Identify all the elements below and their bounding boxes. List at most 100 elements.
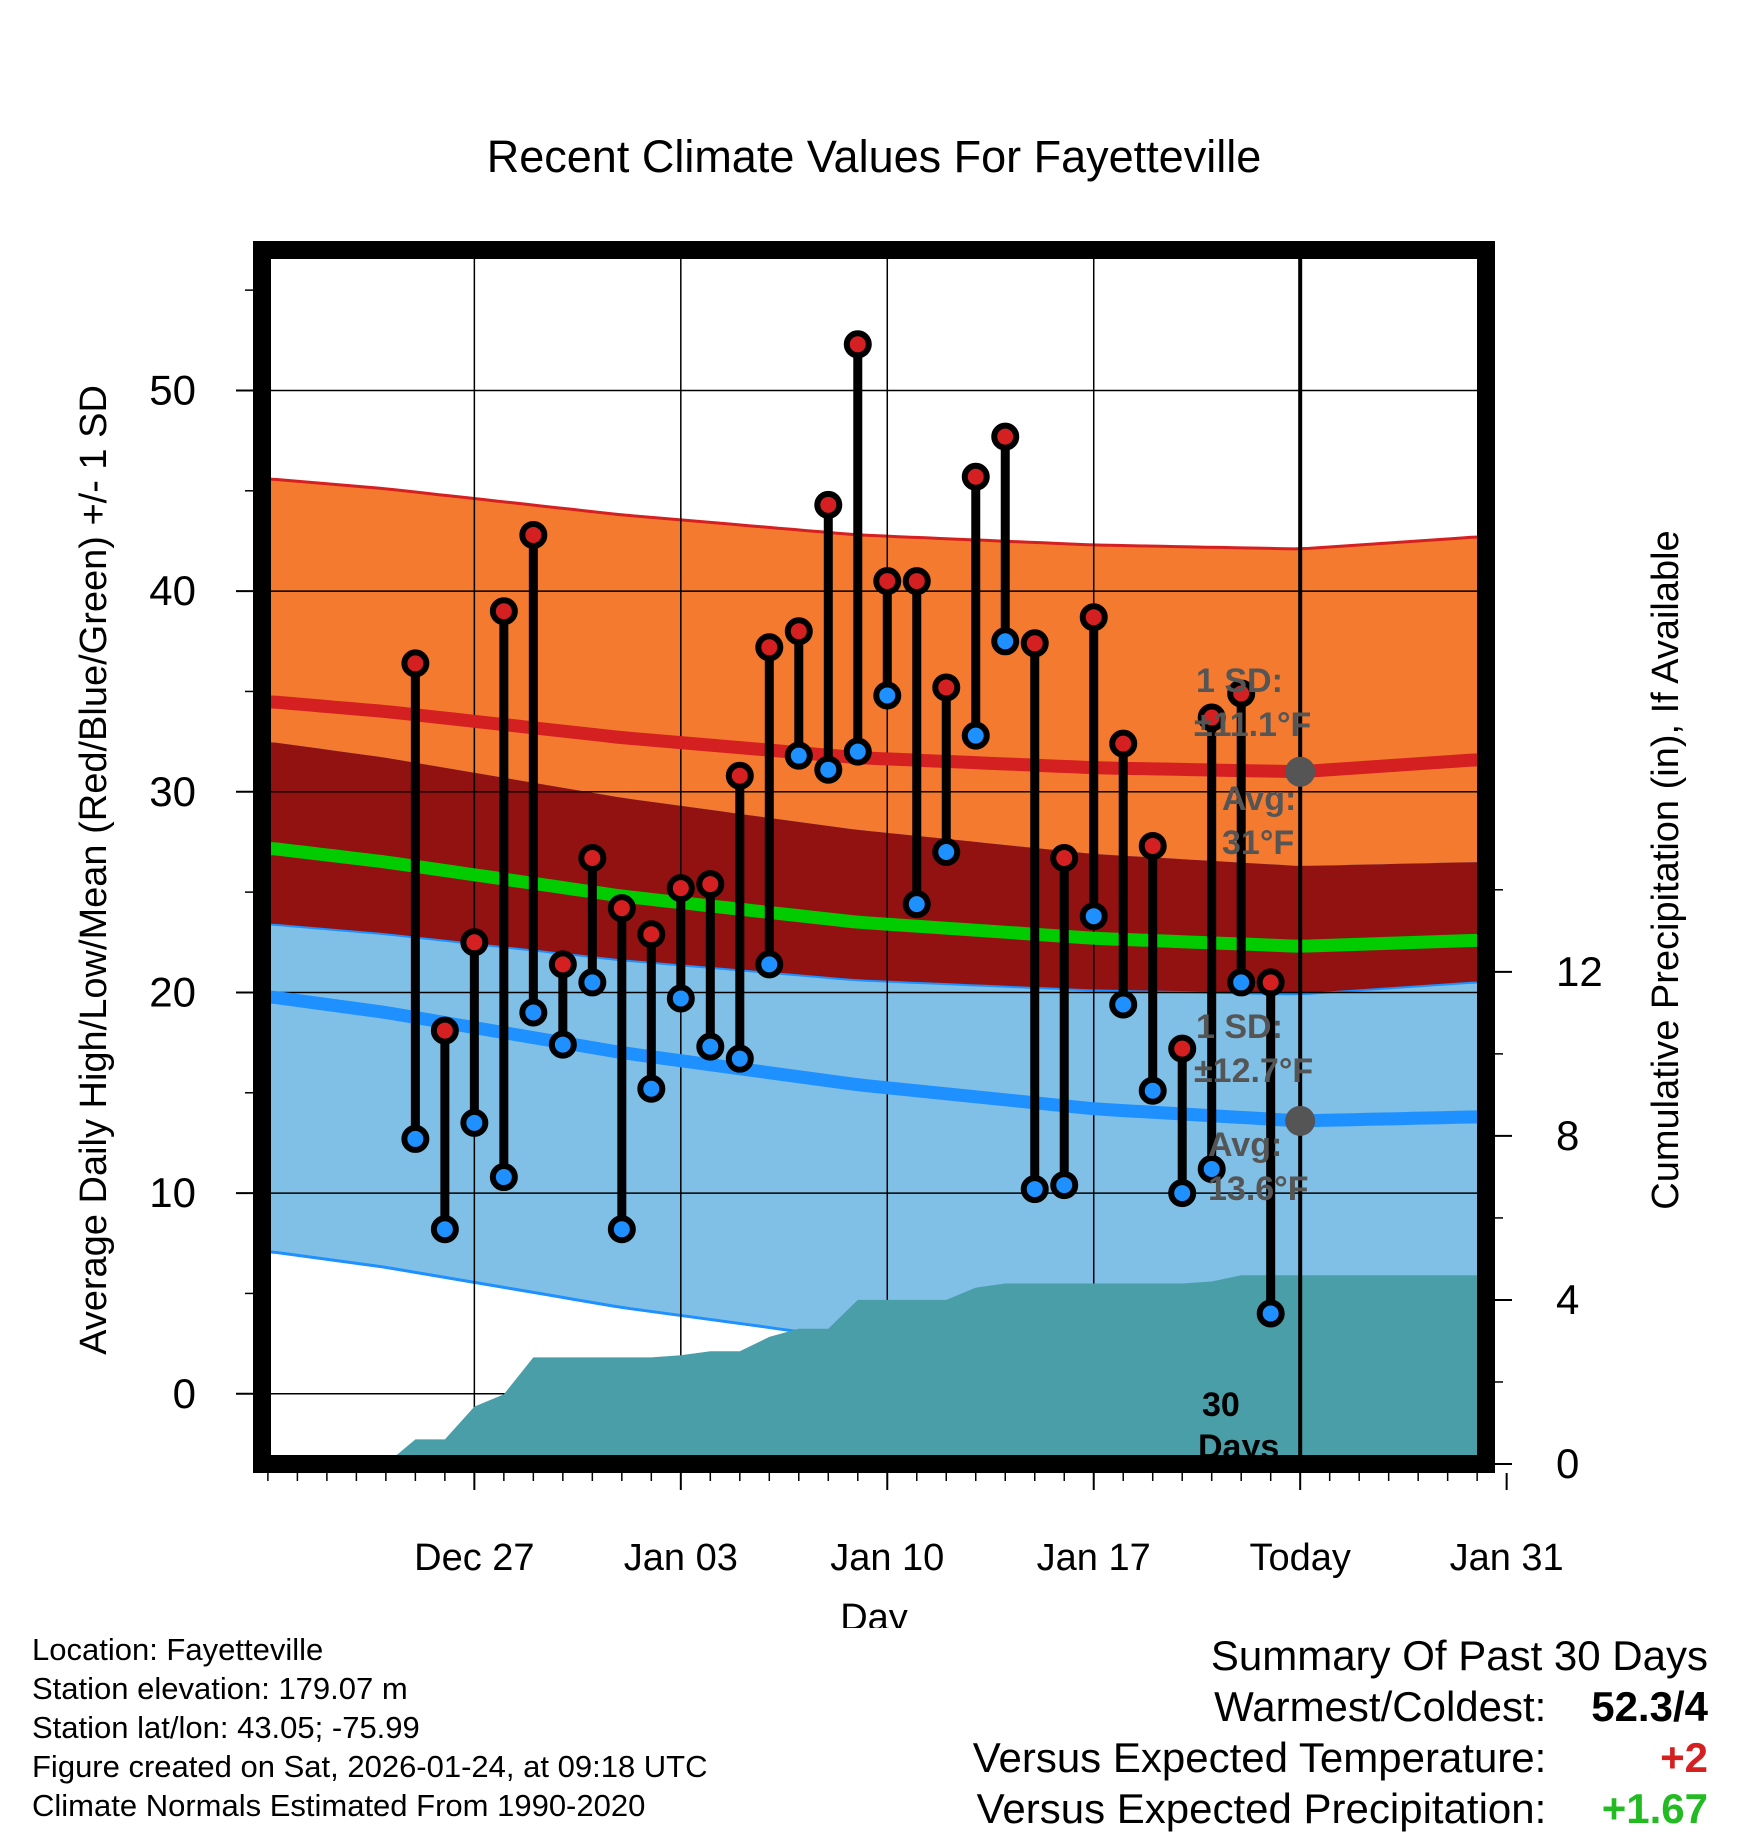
low-point xyxy=(784,741,813,770)
x-tick-label: Jan 31 xyxy=(1450,1537,1564,1579)
low-point xyxy=(637,1074,666,1103)
meta-created: Figure created on Sat, 2026-01-24, at 09… xyxy=(32,1749,708,1784)
chart-title: Recent Climate Values For Fayetteville xyxy=(487,131,1261,182)
x-tick-label: Jan 03 xyxy=(624,1537,738,1579)
normal-bands xyxy=(262,477,1486,1378)
temp-value: +2 xyxy=(1660,1734,1708,1781)
y-tick-label-left: 20 xyxy=(149,968,196,1015)
high-point xyxy=(843,330,872,359)
meta-latlon: Station lat/lon: 43.05; -75.99 xyxy=(32,1710,420,1745)
low-point xyxy=(755,950,784,979)
normal-mean-line xyxy=(262,841,1486,953)
y-tick-label-right: 12 xyxy=(1556,948,1603,995)
high-point xyxy=(784,617,813,646)
station-metadata: Location: Fayetteville Station elevation… xyxy=(32,1630,708,1825)
y-axis-label-right: Cumulative Precipitation (in), If Availa… xyxy=(1645,530,1687,1209)
precip-label: Versus Expected Precipitation: xyxy=(976,1785,1547,1832)
high-sd-value: ±11.1°F xyxy=(1194,706,1311,744)
high-point xyxy=(548,950,577,979)
low-sd-value: ±12.7°F xyxy=(1194,1052,1313,1090)
high-point xyxy=(991,422,1020,451)
low-point xyxy=(401,1124,430,1153)
low-point xyxy=(1256,1299,1285,1328)
warm-cold-value: 52.3/4 xyxy=(1591,1683,1708,1730)
low-point xyxy=(1138,1076,1167,1105)
low-point xyxy=(1227,968,1256,997)
high-point xyxy=(460,928,489,957)
high-point xyxy=(666,874,695,903)
annotations: 1 SD: ±11.1°F Avg: 31°F 1 SD: ±12.7°F Av… xyxy=(1194,662,1313,1466)
x-tick-label: Jan 10 xyxy=(830,1537,944,1579)
high-point xyxy=(489,597,518,626)
meta-elevation: Station elevation: 179.07 m xyxy=(32,1671,408,1706)
plot-frame xyxy=(253,241,1495,1473)
low-point xyxy=(578,968,607,997)
today-low-avg-dot xyxy=(1285,1105,1316,1136)
high-point xyxy=(961,462,990,491)
low-point xyxy=(1020,1175,1049,1204)
high-point xyxy=(1256,968,1285,997)
precip-cumulative-area xyxy=(385,1275,1486,1464)
y-tick-label-left: 40 xyxy=(149,567,196,614)
low-point xyxy=(607,1215,636,1244)
summary-temp: Versus Expected Temperature: +2 xyxy=(973,1732,1708,1783)
low-point xyxy=(1079,902,1108,931)
high-point xyxy=(1138,831,1167,860)
low-point xyxy=(666,984,695,1013)
climate-chart: Recent Climate Values For Fayetteville 1… xyxy=(73,131,1687,1628)
precip-value: +1.67 xyxy=(1601,1785,1708,1832)
today-marker xyxy=(1285,250,1316,1464)
high-point xyxy=(902,567,931,596)
y-tick-label-left: 30 xyxy=(149,768,196,815)
high-point xyxy=(1197,703,1226,732)
high-point xyxy=(1227,679,1256,708)
y-tick-label-right: 0 xyxy=(1556,1440,1579,1487)
high-point xyxy=(1020,629,1049,658)
high-point xyxy=(873,567,902,596)
low-point xyxy=(489,1163,518,1192)
summary-panel: Summary Of Past 30 Days Warmest/Coldest:… xyxy=(973,1630,1708,1834)
low-avg-label: Avg: xyxy=(1208,1126,1282,1164)
days-count: 30 xyxy=(1202,1386,1240,1424)
axes: Dec 27 Jan 03 Jan 10 Jan 17 Today Jan 31 0 10 20… xyxy=(149,289,1603,1579)
low-sd-label: 1 SD: xyxy=(1196,1008,1283,1046)
high-point xyxy=(755,633,784,662)
low-point xyxy=(814,755,843,784)
y-tick-label-right: 4 xyxy=(1556,1276,1579,1323)
high-point xyxy=(1109,729,1138,758)
x-tick-label: Dec 27 xyxy=(414,1537,534,1579)
high-sd-upper-edge xyxy=(262,477,1486,551)
high-point xyxy=(696,870,725,899)
low-point xyxy=(843,737,872,766)
high-point xyxy=(578,844,607,873)
low-point xyxy=(961,721,990,750)
high-point xyxy=(725,761,754,790)
x-tick-label: Today xyxy=(1249,1537,1350,1579)
high-avg-value: 31°F xyxy=(1222,824,1294,862)
y-tick-label-left: 10 xyxy=(149,1169,196,1216)
low-point xyxy=(430,1215,459,1244)
low-point xyxy=(902,890,931,919)
low-point xyxy=(1109,990,1138,1019)
precip-area xyxy=(385,1275,1486,1464)
high-point xyxy=(637,920,666,949)
high-point xyxy=(430,1016,459,1045)
y-tick-label-left: 50 xyxy=(149,366,196,413)
high-point xyxy=(1050,844,1079,873)
warm-cold-label: Warmest/Coldest: xyxy=(1214,1683,1547,1730)
high-point xyxy=(1079,603,1108,632)
high-point xyxy=(519,520,548,549)
high-sd-label: 1 SD: xyxy=(1196,662,1283,700)
low-point xyxy=(460,1108,489,1137)
low-point xyxy=(548,1030,577,1059)
overlap-band xyxy=(262,741,1486,995)
normal-low-line xyxy=(262,990,1486,1128)
meta-normals: Climate Normals Estimated From 1990-2020 xyxy=(32,1788,646,1823)
daily-points xyxy=(401,330,1285,1328)
x-tick-label: Jan 17 xyxy=(1037,1537,1151,1579)
x-axis-label: Day xyxy=(840,1597,908,1628)
normal-lines xyxy=(262,695,1486,1128)
y-axis-label-left: Average Daily High/Low/Mean (Red/Blue/Gr… xyxy=(73,385,115,1355)
low-point xyxy=(1050,1171,1079,1200)
high-avg-label: Avg: xyxy=(1222,780,1296,818)
